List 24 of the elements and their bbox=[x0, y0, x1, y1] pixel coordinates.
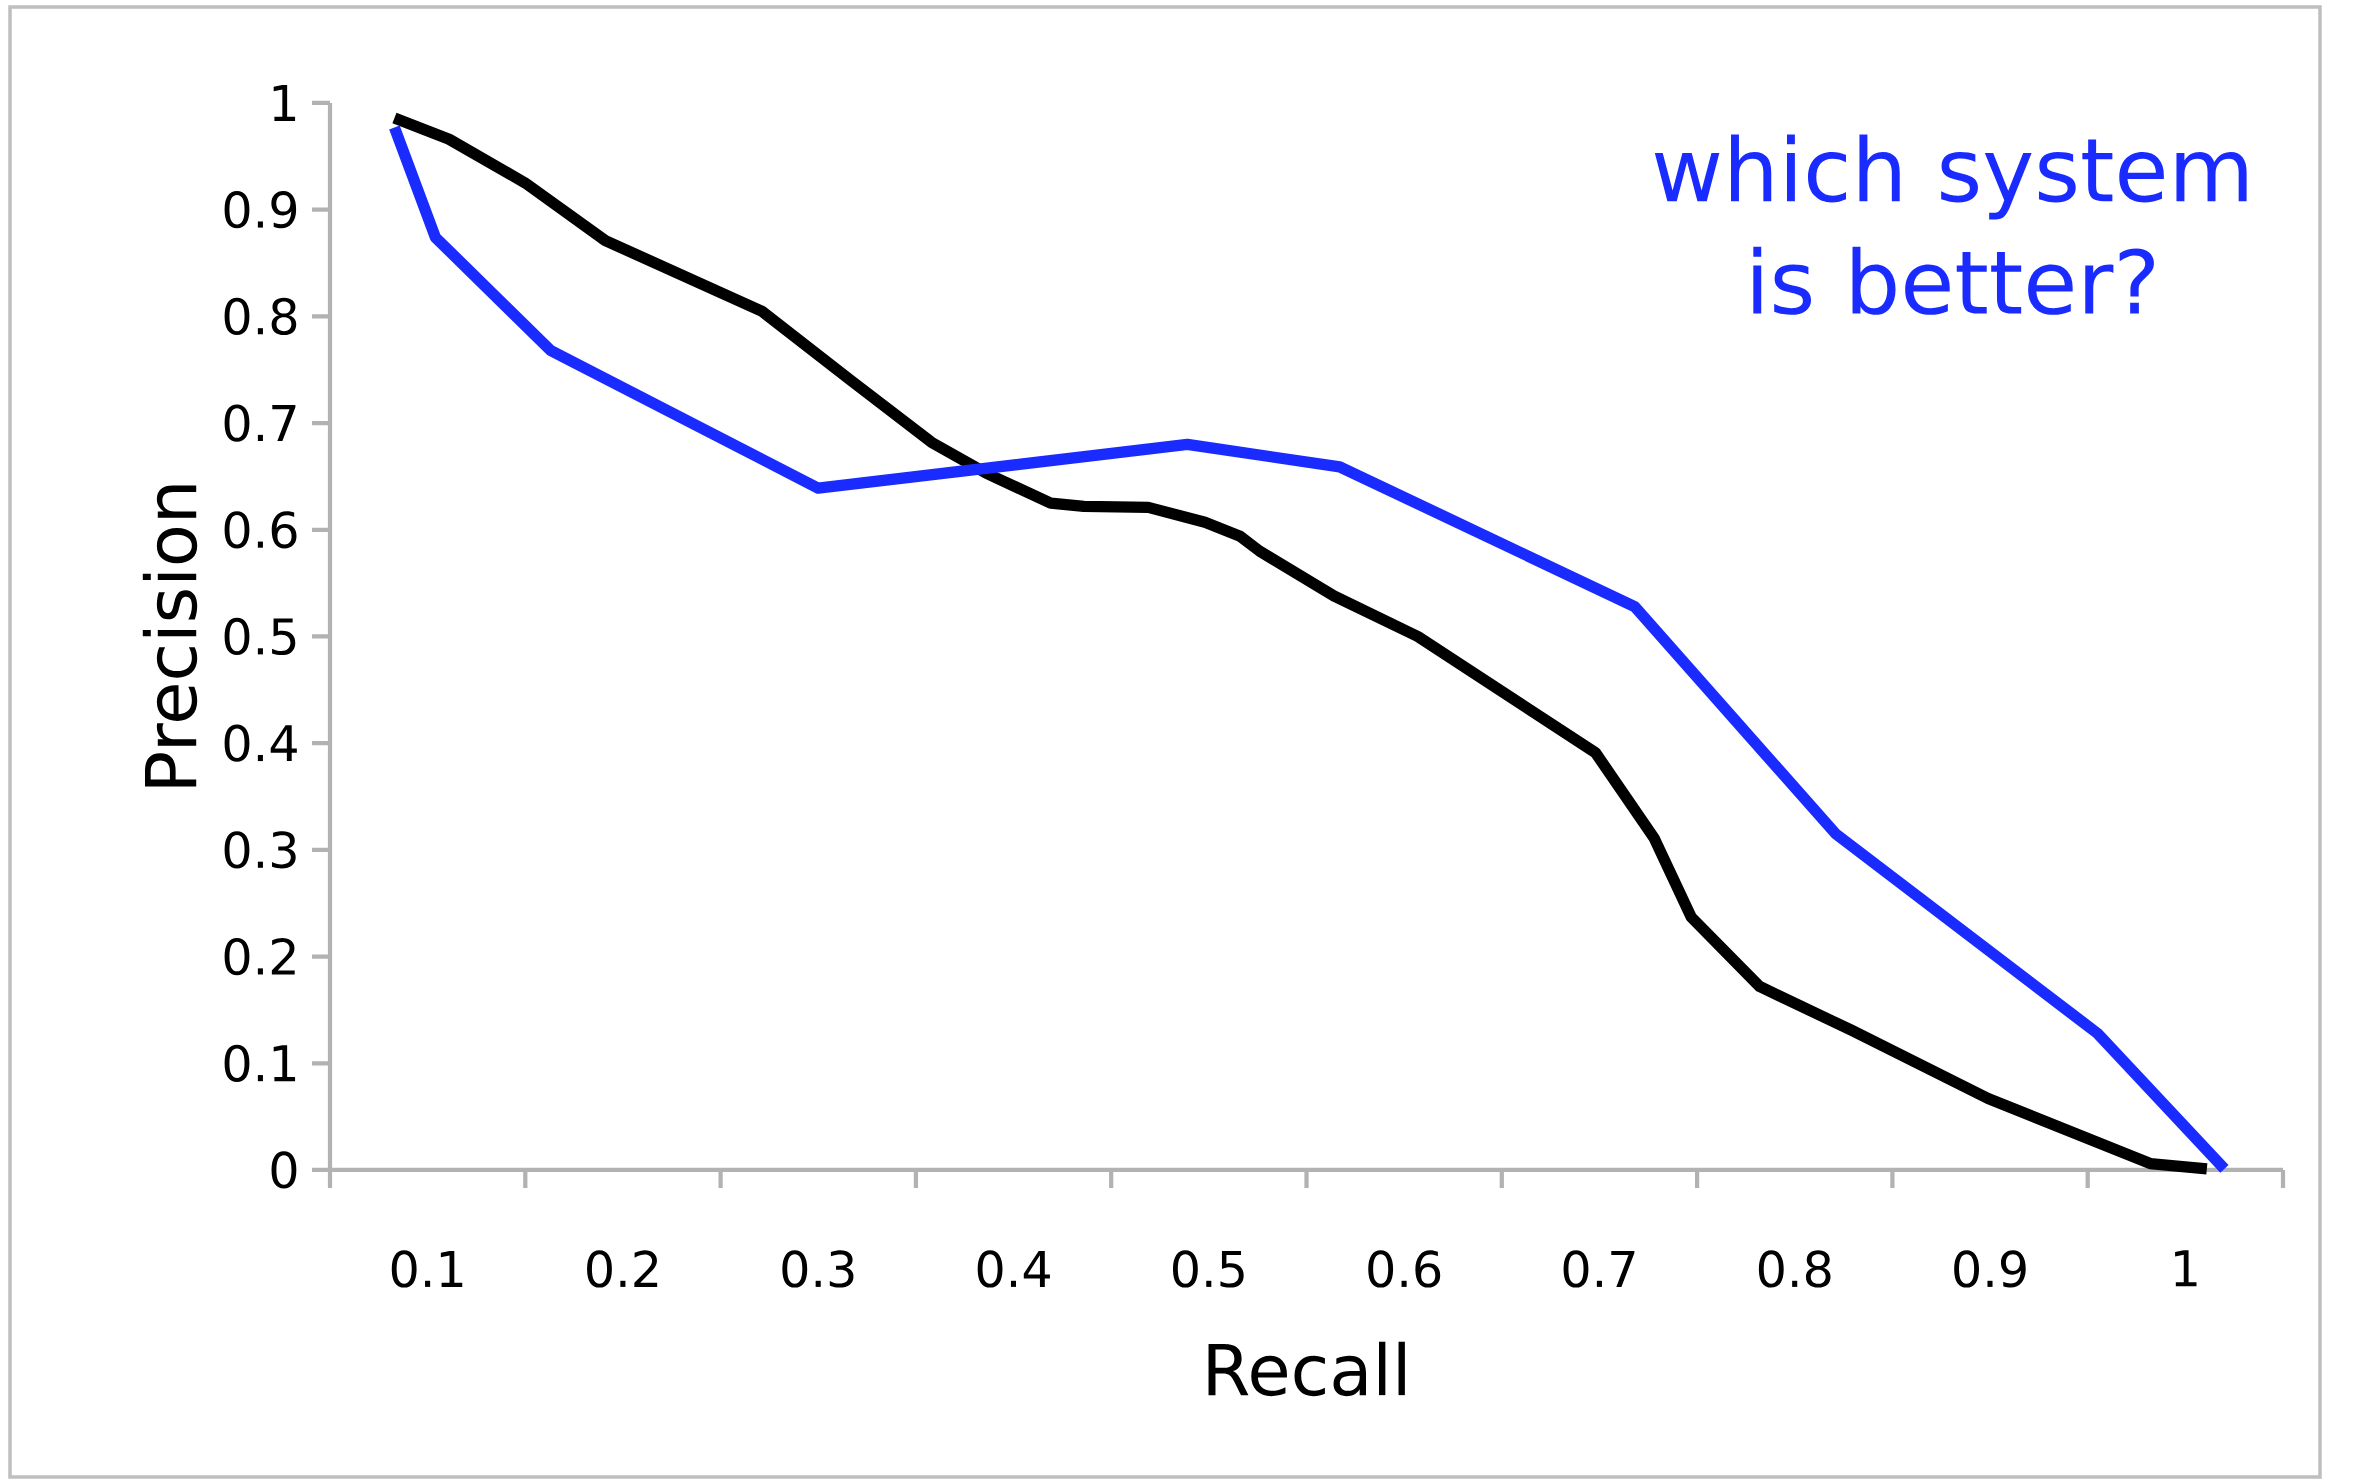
x-tick-label: 0.2 bbox=[587, 1250, 658, 1288]
x-tick-label: 0.3 bbox=[782, 1250, 854, 1288]
x-tick-label: 1 bbox=[2175, 1250, 2197, 1287]
y-tick-label: 0.7 bbox=[224, 404, 296, 442]
annotation: which system is better? bbox=[1654, 134, 2247, 315]
x-axis-title: Recall bbox=[1208, 1341, 1405, 1397]
y-tick-label: 0.4 bbox=[224, 724, 297, 762]
y-tick-label: 0.1 bbox=[224, 1044, 296, 1082]
y-tick-label: 0.3 bbox=[224, 831, 296, 869]
y-tick-label: 0.8 bbox=[224, 297, 297, 336]
x-tick-label: 0.5 bbox=[1172, 1250, 1244, 1288]
y-tick-label: 0.6 bbox=[224, 511, 297, 549]
x-tick-label: 0.8 bbox=[1758, 1250, 1831, 1288]
y-axis-title: Precision bbox=[142, 485, 198, 787]
y-tick-label: 0.9 bbox=[224, 191, 297, 229]
x-tick-label: 0.9 bbox=[1954, 1250, 2026, 1288]
x-tick-label: 0.6 bbox=[1368, 1250, 1441, 1288]
y-tick-label: 1 bbox=[273, 85, 296, 121]
x-tick-label: 0.7 bbox=[1563, 1250, 1635, 1288]
x-tick-label: 0.1 bbox=[391, 1250, 463, 1288]
y-tick-label: 0 bbox=[271, 1151, 297, 1189]
y-tick-label: 0.5 bbox=[224, 617, 296, 656]
y-tick-label: 0.2 bbox=[224, 937, 295, 976]
x-tick-label: 0.4 bbox=[977, 1250, 1050, 1288]
